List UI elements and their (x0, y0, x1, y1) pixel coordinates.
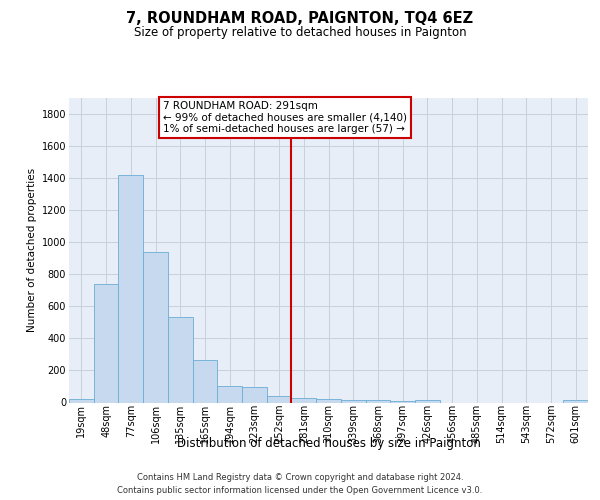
Bar (69, 399, 94, 402)
Bar (390, 401, 415, 402)
Bar (415, 400, 440, 402)
Bar (143, 252, 168, 402)
Bar (292, 398, 316, 402)
Text: 7 ROUNDHAM ROAD: 291sqm
← 99% of detached houses are smaller (4,140)
1% of semi-: 7 ROUNDHAM ROAD: 291sqm ← 99% of detache… (163, 100, 407, 134)
Bar (193, 360, 217, 403)
Text: Contains public sector information licensed under the Open Government Licence v3: Contains public sector information licen… (118, 486, 482, 495)
Y-axis label: Number of detached properties: Number of detached properties (28, 168, 37, 332)
Bar (267, 396, 292, 402)
Text: Size of property relative to detached houses in Paignton: Size of property relative to detached ho… (134, 26, 466, 39)
Bar (365, 400, 390, 402)
Bar (168, 318, 193, 402)
Text: Contains HM Land Registry data © Crown copyright and database right 2024.: Contains HM Land Registry data © Crown c… (137, 472, 463, 482)
Bar (341, 400, 365, 402)
Bar (563, 400, 588, 402)
Text: 7, ROUNDHAM ROAD, PAIGNTON, TQ4 6EZ: 7, ROUNDHAM ROAD, PAIGNTON, TQ4 6EZ (127, 11, 473, 26)
Bar (217, 386, 242, 402)
Bar (94, 284, 118, 403)
Bar (118, 174, 143, 402)
Bar (316, 399, 341, 402)
Bar (242, 387, 267, 402)
Text: Distribution of detached houses by size in Paignton: Distribution of detached houses by size … (177, 438, 481, 450)
